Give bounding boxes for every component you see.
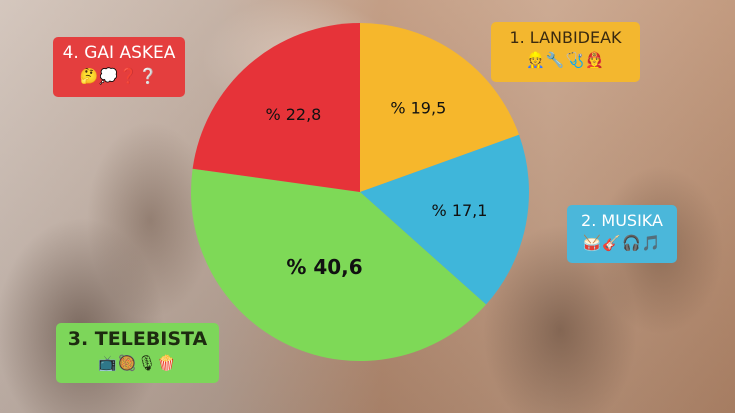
pie-slice-2 (360, 134, 530, 305)
legend-tag-telebista: 3. TELEBISTA 📺🥘🎙🍿 (56, 323, 219, 383)
tv-emoji-icons: 📺🥘🎙🍿 (97, 354, 178, 372)
pie-slice-4 (192, 22, 360, 192)
music-emoji-icons: 🥁🎸🎧🎵 (582, 234, 662, 252)
legend-title-musika: 2. MUSIKA (581, 211, 663, 230)
pie-data-label-4: % 22,8 (265, 105, 321, 124)
profession-emoji-icons: 👷🔧🩺👨‍🚒 (526, 51, 605, 69)
pie-data-label-3: % 40,6 (286, 255, 362, 279)
pie-data-label-1: % 19,5 (390, 99, 446, 118)
thinking-emoji-icons: 🤔💭❓❔ (79, 67, 159, 85)
legend-title-gai-askea: 4. GAI ASKEA (62, 43, 176, 63)
pie-slice-3 (190, 168, 487, 362)
legend-tag-musika: 2. MUSIKA 🥁🎸🎧🎵 (567, 205, 677, 263)
legend-tag-gai-askea: 4. GAI ASKEA 🤔💭❓❔ (53, 37, 185, 97)
legend-title-lanbideak: 1. LANBIDEAK (509, 28, 622, 47)
legend-tag-lanbideak: 1. LANBIDEAK 👷🔧🩺👨‍🚒 (491, 22, 640, 82)
pie-slice-1 (360, 23, 520, 192)
legend-title-telebista: 3. TELEBISTA (67, 328, 208, 350)
pie-data-label-2: % 17,1 (432, 201, 488, 220)
